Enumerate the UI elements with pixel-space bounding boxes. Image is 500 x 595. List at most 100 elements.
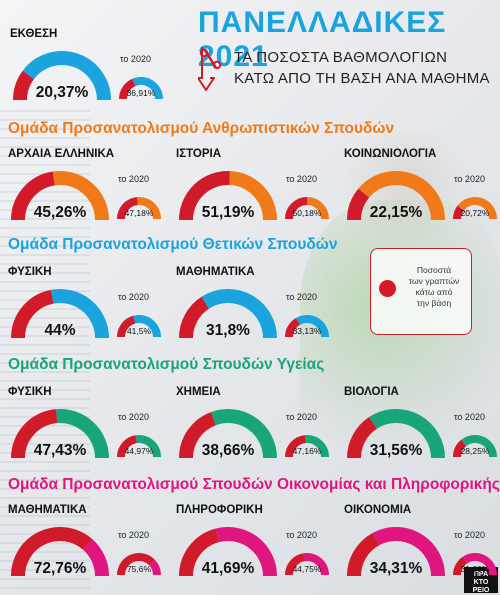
item-4-gauge-2021: 44%	[11, 289, 109, 339]
item-1-gauge-2021-value-label: 45,26%	[34, 204, 87, 221]
item-2-gauge-2021-value-arc	[179, 171, 230, 221]
group-title-sciences: Ομάδα Προσανατολισμού Θετικών Σπουδών	[8, 236, 338, 253]
item-1-subject-label: ΑΡΧΑΙΑ ΕΛΛΗΝΙΚΑ	[8, 148, 115, 160]
item-3-gauge-2020: 20,72%	[453, 197, 497, 220]
item-4-prev-year-label: το 2020	[118, 292, 149, 302]
legend-text: Ποσοστά των γραπτών κάτω από την βάση	[408, 265, 460, 308]
item-4-subject-label: ΦΥΣΙΚΗ	[8, 266, 52, 278]
item-5-gauge-2020-remainder-arc	[295, 315, 329, 338]
group-title-health: Ομάδα Προσανατολισμού Σπουδών Υγείας	[8, 356, 325, 373]
item-1-gauge-2020-value-label: 47,18%	[125, 208, 154, 218]
item-7-gauge-2020: 47,16%	[285, 435, 329, 458]
item-8-prev-year-label: το 2020	[454, 412, 485, 422]
item-1-gauge-2020: 47,18%	[117, 197, 161, 220]
item-7-subject-label: ΧΗΜΕΙΑ	[176, 386, 221, 398]
subtitle-line-2: ΚΑΤΩ ΑΠΟ ΤΗ ΒΑΣΗ ΑΝΑ ΜΑΘΗΜΑ	[234, 70, 490, 87]
item-2-gauge-2020: 50,18%	[285, 196, 329, 220]
legend-box: Ποσοστά των γραπτών κάτω από την βάση	[370, 248, 472, 335]
item-10-gauge-2021-remainder-arc	[215, 527, 277, 577]
item-6-gauge-2020-remainder-arc	[135, 435, 161, 458]
item-3-gauge-2021-remainder-arc	[358, 171, 445, 221]
item-4-gauge-2021-value-arc	[11, 289, 54, 339]
item-8-gauge-2021-remainder-arc	[369, 409, 445, 459]
item-3-gauge-2021-value-label: 22,15%	[370, 204, 423, 221]
item-10-gauge-2020-value-label: 44,75%	[293, 564, 322, 574]
item-4-gauge-2021-value-label: 44%	[44, 322, 75, 339]
item-5-gauge-2020-value-label: 33,13%	[293, 326, 322, 336]
item-9-gauge-2021-value-arc	[11, 527, 93, 577]
item-11-gauge-2021-value-arc	[347, 532, 380, 577]
item-6-gauge-2020-value-label: 44,97%	[125, 446, 154, 456]
item-7-gauge-2021-remainder-arc	[210, 409, 277, 459]
item-9-gauge-2020-value-label: 75,6%	[127, 564, 152, 574]
item-11-gauge-2020-value-label: 31,60%	[461, 564, 490, 574]
item-10-subject-label: ΠΛΗΡΟΦΟΡΙΚΗ	[176, 504, 263, 516]
item-10-prev-year-label: το 2020	[286, 530, 317, 540]
item-0-gauge-2021-value-arc	[13, 70, 35, 101]
item-11-prev-year-label: το 2020	[454, 530, 485, 540]
item-1-gauge-2021: 45,26%	[11, 171, 109, 221]
item-9-gauge-2020-remainder-arc	[148, 559, 162, 576]
item-2-prev-year-label: το 2020	[286, 174, 317, 184]
item-1-gauge-2020-remainder-arc	[137, 197, 161, 220]
item-0-gauge-2021-remainder-arc	[22, 51, 111, 101]
item-10-gauge-2021-value-arc	[179, 528, 220, 577]
item-8-gauge-2021: 31,56%	[347, 409, 445, 459]
item-0-subject-label: ΕΚΘΕΣΗ	[10, 28, 58, 40]
item-11-gauge-2020-remainder-arc	[462, 553, 497, 576]
item-7-gauge-2021-value-label: 38,66%	[202, 442, 255, 459]
item-3-gauge-2020-value-arc	[453, 205, 465, 220]
item-5-gauge-2021-remainder-arc	[201, 289, 277, 339]
item-7-gauge-2020-value-arc	[285, 435, 307, 458]
item-0-gauge-2020-remainder-arc	[132, 77, 163, 100]
item-6-prev-year-label: το 2020	[118, 412, 149, 422]
percent-down-arrow-icon	[198, 47, 222, 91]
item-8-gauge-2020-value-label: 28,25%	[461, 446, 490, 456]
item-0-gauge-2020-value-label: 36,91%	[127, 88, 156, 98]
item-6-gauge-2021: 47,43%	[11, 409, 109, 459]
item-6-gauge-2021-value-arc	[11, 409, 58, 459]
item-11-gauge-2021: 34,31%	[347, 527, 445, 577]
item-5-subject-label: ΜΑΘΗΜΑΤΙΚΑ	[176, 266, 255, 278]
item-3-prev-year-label: το 2020	[454, 174, 485, 184]
subtitle-line-1: ΤΑ ΠΟΣΟΣΤΑ ΒΑΘΜΟΛΟΓΙΩΝ	[234, 49, 448, 66]
legend-red-dot	[379, 280, 396, 297]
item-6-gauge-2021-remainder-arc	[56, 409, 109, 459]
item-10-gauge-2021-value-label: 41,69%	[202, 560, 255, 577]
item-5-gauge-2021-value-arc	[179, 296, 210, 339]
item-6-gauge-2021-value-label: 47,43%	[34, 442, 87, 459]
item-0-prev-year-label: το 2020	[120, 54, 151, 64]
item-5-prev-year-label: το 2020	[286, 292, 317, 302]
item-10-gauge-2020: 44,75%	[285, 553, 329, 576]
item-1-gauge-2020-value-arc	[117, 197, 139, 220]
item-8-gauge-2020-value-arc	[453, 439, 467, 458]
item-7-gauge-2020-value-label: 47,16%	[293, 446, 322, 456]
item-10-gauge-2020-value-arc	[285, 553, 306, 576]
item-2-gauge-2021-value-label: 51,19%	[202, 204, 255, 221]
item-9-gauge-2021: 72,76%	[11, 527, 109, 577]
item-2-gauge-2020-value-arc	[285, 196, 308, 220]
item-4-gauge-2020: 41,5%	[117, 315, 161, 338]
item-4-gauge-2020-value-label: 41,5%	[127, 326, 152, 336]
item-2-gauge-2020-value-label: 50,18%	[293, 208, 322, 218]
item-0-gauge-2020: 36,91%	[119, 77, 163, 100]
item-0-gauge-2021-value-label: 20,37%	[36, 84, 89, 101]
group-title-economics: Ομάδα Προσανατολισμού Σπουδών Οικονομίας…	[8, 476, 500, 493]
item-3-gauge-2020-remainder-arc	[457, 197, 497, 220]
item-8-subject-label: ΒΙΟΛΟΓΙΑ	[344, 386, 399, 398]
item-3-gauge-2021: 22,15%	[347, 171, 445, 221]
item-4-gauge-2020-value-arc	[117, 315, 136, 338]
item-5-gauge-2021: 31,8%	[179, 289, 277, 339]
item-3-gauge-2020-value-label: 20,72%	[461, 208, 490, 218]
item-6-gauge-2020: 44,97%	[117, 435, 161, 458]
item-8-gauge-2021-value-label: 31,56%	[370, 442, 423, 459]
item-11-gauge-2021-value-label: 34,31%	[370, 560, 423, 577]
item-1-prev-year-label: το 2020	[118, 174, 149, 184]
item-9-gauge-2020-value-arc	[117, 553, 155, 576]
item-1-gauge-2021-value-arc	[11, 171, 56, 221]
item-9-gauge-2021-remainder-arc	[82, 539, 109, 577]
item-2-subject-label: ΙΣΤΟΡΙΑ	[176, 148, 222, 160]
item-7-gauge-2021: 38,66%	[179, 409, 277, 459]
item-10-gauge-2020-remainder-arc	[303, 553, 329, 576]
item-1-gauge-2021-remainder-arc	[52, 171, 109, 221]
